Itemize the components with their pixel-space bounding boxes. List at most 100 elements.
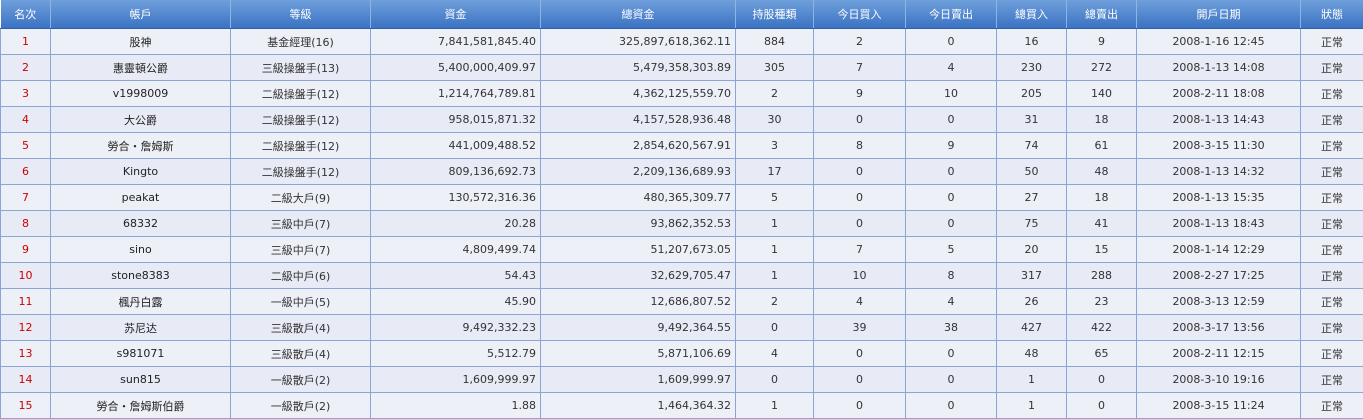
total-funds-cell: 5,479,358,303.89 — [540, 54, 736, 81]
total-sell-cell: 272 — [1066, 54, 1137, 81]
holdings-cell: 17 — [735, 158, 814, 185]
total-sell-cell: 41 — [1066, 210, 1137, 237]
account-cell[interactable]: sun815 — [50, 366, 231, 393]
account-link[interactable]: 勞合・詹姆斯 — [107, 139, 174, 153]
funds-cell: 130,572,316.36 — [370, 184, 541, 211]
account-link[interactable]: Kingto — [122, 165, 159, 178]
funds-cell: 1,214,764,789.81 — [370, 80, 541, 107]
account-link[interactable]: 68332 — [123, 217, 158, 230]
table-row: 11 楓丹白露 一級中戶(5) 45.90 12,686,807.52 2 4 4 26 23 20… — [0, 288, 1363, 315]
table-row: 7 peakat 二級大戶(9) 130,572,316.36 480,365,309.… — [0, 184, 1363, 211]
buy-today-cell: 7 — [813, 236, 906, 263]
account-link[interactable]: 勞合・詹姆斯伯爵 — [96, 399, 185, 413]
sell-today-cell: 0 — [905, 340, 997, 367]
col-header-funds[interactable]: 資金 — [370, 0, 541, 29]
account-link[interactable]: 楓丹白露 — [118, 295, 163, 309]
level-cell: 二級大戶(9) — [230, 184, 371, 211]
account-cell[interactable]: s981071 — [50, 340, 231, 367]
status-cell: 正常 — [1300, 340, 1363, 367]
account-link[interactable]: 苏尼达 — [124, 321, 157, 335]
rank-cell: 14 — [0, 366, 51, 393]
sell-today-cell: 0 — [905, 210, 997, 237]
account-cell[interactable]: 勞合・詹姆斯 — [50, 132, 231, 159]
account-cell[interactable]: 苏尼达 — [50, 314, 231, 341]
total-sell-cell: 422 — [1066, 314, 1137, 341]
account-link[interactable]: stone8383 — [111, 269, 170, 282]
status-cell: 正常 — [1300, 392, 1363, 419]
account-link[interactable]: 股神 — [129, 35, 152, 49]
account-cell[interactable]: 楓丹白露 — [50, 288, 231, 315]
account-cell[interactable]: 股神 — [50, 28, 231, 55]
table-row: 10 stone8383 二級中戶(6) 54.43 32,629,705.47 1 10 8… — [0, 262, 1363, 289]
rank-cell: 8 — [0, 210, 51, 237]
account-link[interactable]: v1998009 — [112, 87, 169, 100]
total-funds-cell: 325,897,618,362.11 — [540, 28, 736, 55]
level-cell: 二級操盤手(12) — [230, 80, 371, 107]
col-header-level[interactable]: 等級 — [230, 0, 371, 29]
account-link[interactable]: s981071 — [116, 347, 165, 360]
header-row: 名次 帳戶 等級 資金 總資金 持股種類 今日買入 今日賣出 總買入 總賣出 開… — [0, 0, 1363, 29]
col-header-account[interactable]: 帳戶 — [50, 0, 231, 29]
table-row: 1 股神 基金經理(16) 7,841,581,845.40 325,897,618,3… — [0, 28, 1363, 55]
funds-cell: 4,809,499.74 — [370, 236, 541, 263]
col-header-buy-today[interactable]: 今日買入 — [813, 0, 906, 29]
account-cell[interactable]: 惠靈頓公爵 — [50, 54, 231, 81]
holdings-cell: 884 — [735, 28, 814, 55]
account-link[interactable]: sun815 — [120, 373, 161, 386]
col-header-rank[interactable]: 名次 — [0, 0, 51, 29]
status-cell: 正常 — [1300, 158, 1363, 185]
col-header-total-funds[interactable]: 總資金 — [540, 0, 736, 29]
status-cell: 正常 — [1300, 262, 1363, 289]
account-link[interactable]: 大公爵 — [124, 113, 157, 127]
holdings-cell: 5 — [735, 184, 814, 211]
total-sell-cell: 9 — [1066, 28, 1137, 55]
total-buy-cell: 50 — [996, 158, 1067, 185]
sell-today-cell: 5 — [905, 236, 997, 263]
total-funds-cell: 1,464,364.32 — [540, 392, 736, 419]
rank-cell: 6 — [0, 158, 51, 185]
sell-today-cell: 4 — [905, 54, 997, 81]
ranking-rows: 1 股神 基金經理(16) 7,841,581,845.40 325,897,618,3… — [0, 28, 1363, 419]
total-funds-cell: 5,871,106.69 — [540, 340, 736, 367]
status-cell: 正常 — [1300, 54, 1363, 81]
account-cell[interactable]: v1998009 — [50, 80, 231, 107]
buy-today-cell: 9 — [813, 80, 906, 107]
rank-cell: 15 — [0, 392, 51, 419]
col-header-open-date[interactable]: 開戶日期 — [1136, 0, 1301, 29]
sell-today-cell: 9 — [905, 132, 997, 159]
account-cell[interactable]: sino — [50, 236, 231, 263]
col-header-holdings[interactable]: 持股種類 — [735, 0, 814, 29]
account-cell[interactable]: Kingto — [50, 158, 231, 185]
account-cell[interactable]: stone8383 — [50, 262, 231, 289]
buy-today-cell: 0 — [813, 106, 906, 133]
total-buy-cell: 26 — [996, 288, 1067, 315]
col-header-sell-today[interactable]: 今日賣出 — [905, 0, 997, 29]
col-header-total-sell[interactable]: 總賣出 — [1066, 0, 1137, 29]
buy-today-cell: 4 — [813, 288, 906, 315]
account-link[interactable]: peakat — [121, 191, 160, 204]
level-cell: 三級操盤手(13) — [230, 54, 371, 81]
buy-today-cell: 0 — [813, 184, 906, 211]
status-cell: 正常 — [1300, 28, 1363, 55]
table-row: 12 苏尼达 三級散戶(4) 9,492,332.23 9,492,364.55 0 39 3… — [0, 314, 1363, 341]
table-row: 3 v1998009 二級操盤手(12) 1,214,764,789.81 4,362,… — [0, 80, 1363, 107]
total-sell-cell: 18 — [1066, 106, 1137, 133]
col-header-total-buy[interactable]: 總買入 — [996, 0, 1067, 29]
sell-today-cell: 0 — [905, 158, 997, 185]
buy-today-cell: 0 — [813, 340, 906, 367]
account-link[interactable]: 惠靈頓公爵 — [113, 61, 168, 75]
account-cell[interactable]: 勞合・詹姆斯伯爵 — [50, 392, 231, 419]
buy-today-cell: 10 — [813, 262, 906, 289]
account-cell[interactable]: peakat — [50, 184, 231, 211]
col-header-status[interactable]: 狀態 — [1300, 0, 1363, 29]
funds-cell: 20.28 — [370, 210, 541, 237]
funds-cell: 7,841,581,845.40 — [370, 28, 541, 55]
account-cell[interactable]: 大公爵 — [50, 106, 231, 133]
table-row: 15 勞合・詹姆斯伯爵 一級散戶(2) 1.88 1,464,364.32 1 0 0 1 0 20… — [0, 392, 1363, 419]
account-cell[interactable]: 68332 — [50, 210, 231, 237]
total-buy-cell: 427 — [996, 314, 1067, 341]
account-link[interactable]: sino — [129, 243, 152, 256]
total-funds-cell: 93,862,352.53 — [540, 210, 736, 237]
funds-cell: 958,015,871.32 — [370, 106, 541, 133]
